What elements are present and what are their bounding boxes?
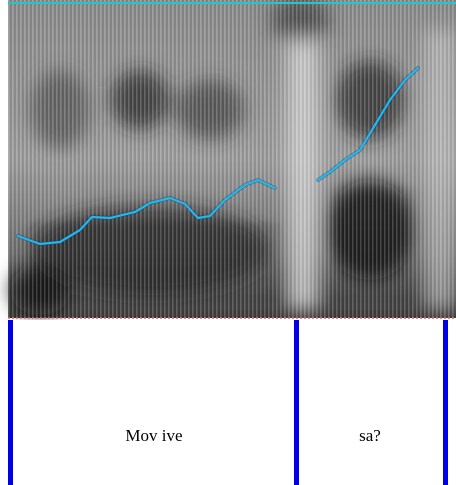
praat-window: Mov ive sa? — [0, 0, 456, 485]
interval-boundary — [294, 320, 299, 485]
interval-boundary — [8, 320, 13, 485]
interval-label: Mov ive — [125, 426, 182, 445]
interval-boundary — [443, 320, 448, 485]
tier-background — [8, 320, 456, 485]
spectrogram-texture — [8, 0, 456, 318]
spectrogram — [8, 0, 456, 318]
interval-label: sa? — [359, 426, 381, 445]
text-tier: Mov ive sa? — [8, 320, 456, 485]
